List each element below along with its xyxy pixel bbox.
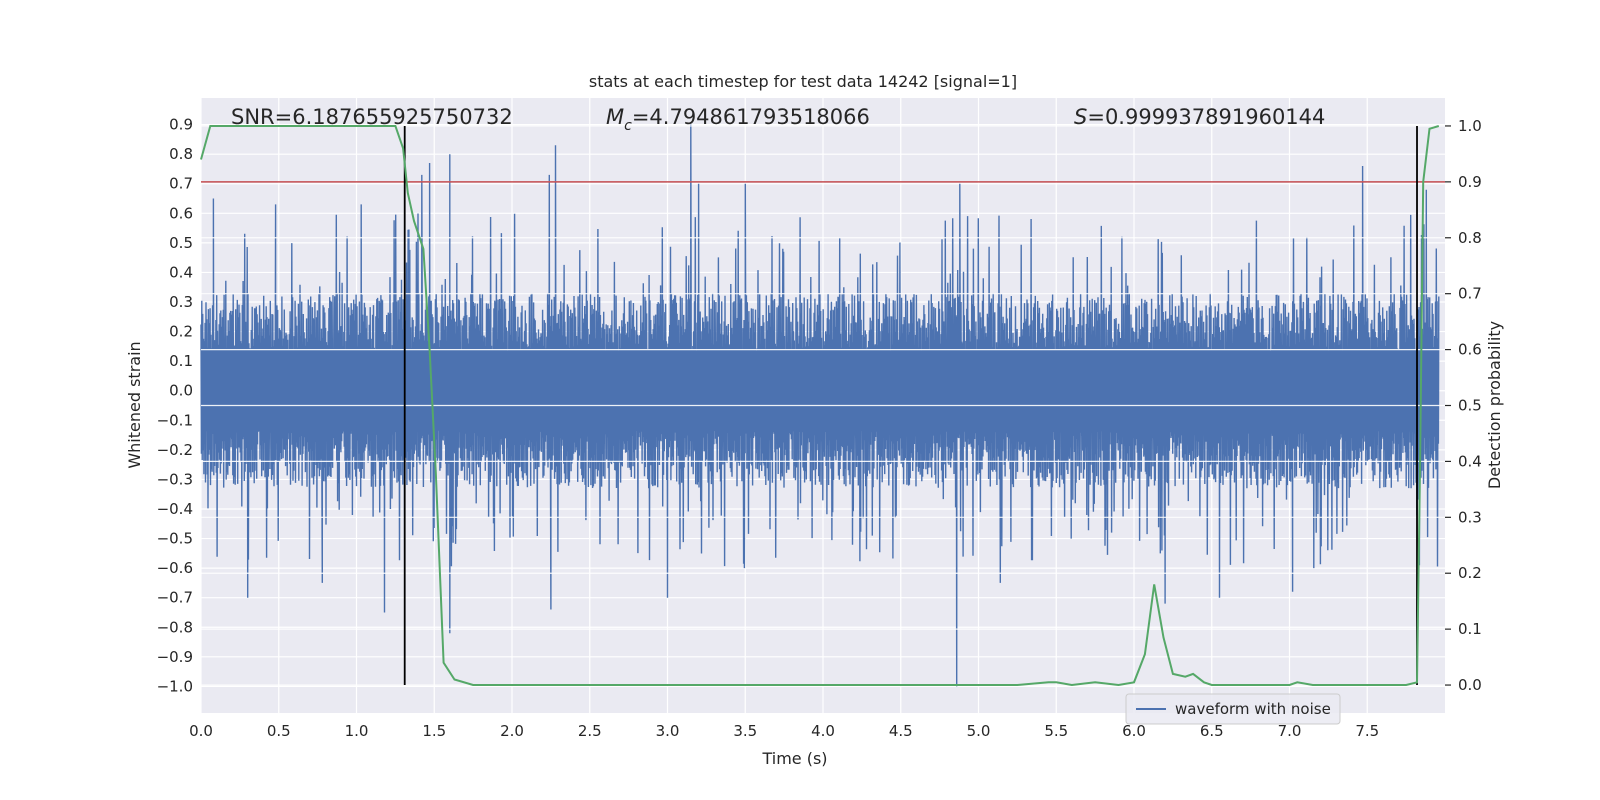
y-tick-label-left: 0.8 <box>169 145 193 163</box>
y-tick-label-left: −0.8 <box>157 618 193 636</box>
snr-annotation: SNR=6.187655925750732 <box>231 105 513 129</box>
y-tick-label-left: 0.5 <box>169 234 193 252</box>
y-axis-label-right: Detection probability <box>1485 321 1504 489</box>
y-tick-label-left: −0.1 <box>157 411 193 429</box>
y-tick-label-right: 0.4 <box>1458 452 1482 470</box>
y-tick-label-right: 0.6 <box>1458 341 1482 359</box>
y-axis-label-left: Whitened strain <box>125 341 144 468</box>
legend-entry-waveform: waveform with noise <box>1175 700 1331 718</box>
y-tick-label-left: −0.3 <box>157 470 193 488</box>
x-axis-label: Time (s) <box>761 749 827 768</box>
x-tick-label: 2.5 <box>578 722 602 740</box>
x-tick-label: 1.5 <box>422 722 446 740</box>
y-tick-label-left: 0.3 <box>169 293 193 311</box>
y-tick-label-left: −0.6 <box>157 559 193 577</box>
y-tick-label-left: 0.1 <box>169 352 193 370</box>
x-tick-label: 3.5 <box>733 722 757 740</box>
legend-box <box>1125 693 1341 725</box>
plot-area: 0.9 0.8 0.7 0.6 0.5 0.4 0.3 0.2 0.1 0.0 −0.1 −0.2 −0… <box>157 98 1482 740</box>
y-tick-label-left: −1.0 <box>157 677 193 695</box>
y-tick-label-left: −0.2 <box>157 441 193 459</box>
y-tick-label-left: 0.7 <box>169 175 193 193</box>
y-tick-label-left: −0.7 <box>157 589 193 607</box>
x-tick-label: 5.0 <box>967 722 991 740</box>
y-tick-label-right: 0.0 <box>1458 676 1482 694</box>
y-tick-label-right: 0.7 <box>1458 285 1482 303</box>
y-tick-label-left: 0.0 <box>169 382 193 400</box>
y-tick-label-right: 0.9 <box>1458 173 1482 191</box>
x-tick-label: 4.5 <box>889 722 913 740</box>
x-tick-label: 4.0 <box>811 722 835 740</box>
y-tick-label-left: −0.4 <box>157 500 193 518</box>
y-tick-label-left: 0.4 <box>169 263 193 281</box>
x-tick-label: 6.0 <box>1122 722 1146 740</box>
x-tick-label: 6.5 <box>1200 722 1224 740</box>
y-tick-label-right: 0.8 <box>1458 229 1482 247</box>
y-tick-label-left: −0.5 <box>157 530 193 548</box>
waveform-line <box>200 124 1440 687</box>
y-tick-label-right: 0.1 <box>1458 620 1482 638</box>
y-tick-label-right: 0.3 <box>1458 508 1482 526</box>
y-tick-label-right: 0.5 <box>1458 397 1482 415</box>
chart-title: stats at each timestep for test data 142… <box>589 72 1017 91</box>
chirp-mass-annotation: Mc=4.794861793518066 <box>606 105 870 134</box>
y-tick-label-right: 1.0 <box>1458 117 1482 135</box>
y-tick-label-left: 0.2 <box>169 323 193 341</box>
x-tick-label: 1.0 <box>345 722 369 740</box>
x-tick-label: 0.0 <box>189 722 213 740</box>
y-tick-label-left: −0.9 <box>157 648 193 666</box>
x-tick-label: 5.5 <box>1044 722 1068 740</box>
probability-line <box>200 125 1440 687</box>
x-tick-label: 3.0 <box>656 722 680 740</box>
x-tick-label: 0.5 <box>267 722 291 740</box>
x-tick-label: 2.0 <box>500 722 524 740</box>
y-tick-label-left: 0.9 <box>169 116 193 134</box>
y-tick-label-left: 0.6 <box>169 204 193 222</box>
score-annotation: S=0.999937891960144 <box>1074 105 1325 129</box>
x-tick-label: 7.0 <box>1278 722 1302 740</box>
x-tick-label: 7.5 <box>1355 722 1379 740</box>
legend: waveform with noise <box>1125 693 1341 725</box>
y-tick-label-right: 0.2 <box>1458 564 1482 582</box>
